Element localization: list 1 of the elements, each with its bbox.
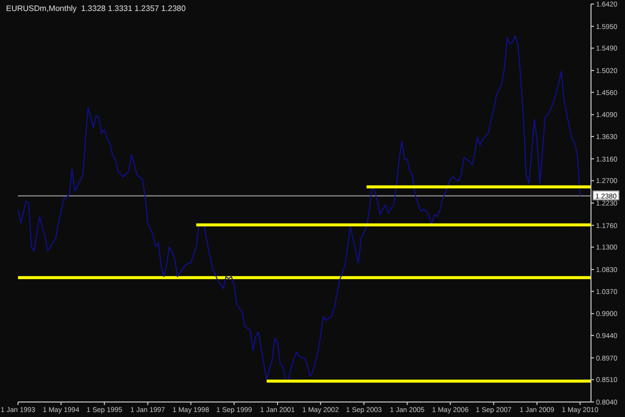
chart-title: EURUSDm,Monthly 1.3328 1.3331 1.2357 1.2380 <box>6 4 186 13</box>
